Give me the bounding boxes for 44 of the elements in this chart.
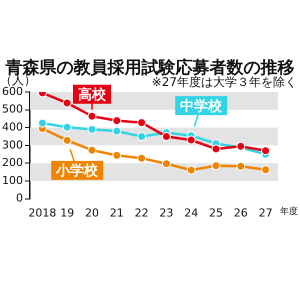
point bbox=[112, 116, 122, 126]
point bbox=[236, 162, 246, 171]
point bbox=[87, 124, 96, 134]
chart-subtitle: ※27年度は大学３年を除く bbox=[152, 75, 297, 89]
series-label: 高校 bbox=[78, 86, 107, 103]
y-tick-label: 0 bbox=[16, 192, 23, 205]
point bbox=[162, 132, 171, 141]
point bbox=[212, 144, 220, 154]
point bbox=[112, 126, 122, 136]
point bbox=[137, 132, 146, 141]
point bbox=[137, 118, 146, 128]
point bbox=[87, 146, 96, 155]
x-tick-label: 20 bbox=[84, 206, 99, 220]
y-tick-label: 600 bbox=[2, 84, 23, 98]
y-tick-label: 400 bbox=[2, 120, 23, 134]
series-label: 小学校 bbox=[55, 163, 100, 180]
y-tick-label: 100 bbox=[2, 174, 23, 187]
point bbox=[112, 150, 122, 160]
point bbox=[186, 166, 196, 175]
point bbox=[62, 136, 72, 145]
x-tick-label: 21 bbox=[110, 206, 124, 220]
x-tick-label: 26 bbox=[234, 206, 248, 220]
x-axis-title: 年度 bbox=[280, 206, 298, 217]
point bbox=[38, 118, 47, 128]
x-tick-label: 22 bbox=[134, 206, 149, 220]
x-tick-label: 19 bbox=[60, 206, 74, 220]
x-tick-label: 2018 bbox=[28, 206, 56, 220]
y-tick-label: 200 bbox=[2, 156, 23, 170]
point bbox=[62, 98, 72, 108]
point bbox=[87, 112, 96, 121]
point bbox=[137, 154, 146, 163]
x-tick-label: 23 bbox=[159, 206, 174, 220]
series-label: 中学校 bbox=[180, 98, 224, 114]
point bbox=[261, 165, 270, 174]
x-tick-label: 27 bbox=[258, 206, 273, 220]
x-tick-label: 25 bbox=[209, 206, 223, 220]
point bbox=[261, 146, 270, 156]
y-tick-label: 300 bbox=[2, 138, 23, 152]
point bbox=[186, 136, 196, 145]
point bbox=[62, 122, 72, 132]
point bbox=[162, 159, 171, 168]
y-tick-label: 500 bbox=[2, 102, 23, 116]
point bbox=[212, 161, 220, 170]
x-tick-label: 24 bbox=[184, 206, 198, 220]
